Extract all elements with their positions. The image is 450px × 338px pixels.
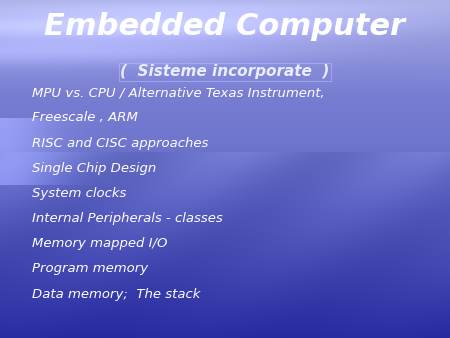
Text: Embedded Computer: Embedded Computer: [45, 12, 405, 41]
Text: MPU vs. CPU / Alternative Texas Instrument,: MPU vs. CPU / Alternative Texas Instrume…: [32, 86, 324, 99]
Text: Single Chip Design: Single Chip Design: [32, 162, 156, 175]
Text: RISC and CISC approaches: RISC and CISC approaches: [32, 137, 208, 149]
Text: Program memory: Program memory: [32, 262, 148, 275]
Text: Data memory;  The stack: Data memory; The stack: [32, 288, 200, 300]
Text: Internal Peripherals - classes: Internal Peripherals - classes: [32, 212, 222, 225]
Text: (  Sisteme incorporate  ): ( Sisteme incorporate ): [120, 64, 330, 79]
Text: Memory mapped I/O: Memory mapped I/O: [32, 237, 167, 250]
Text: Freescale , ARM: Freescale , ARM: [32, 112, 137, 124]
Text: System clocks: System clocks: [32, 187, 126, 200]
